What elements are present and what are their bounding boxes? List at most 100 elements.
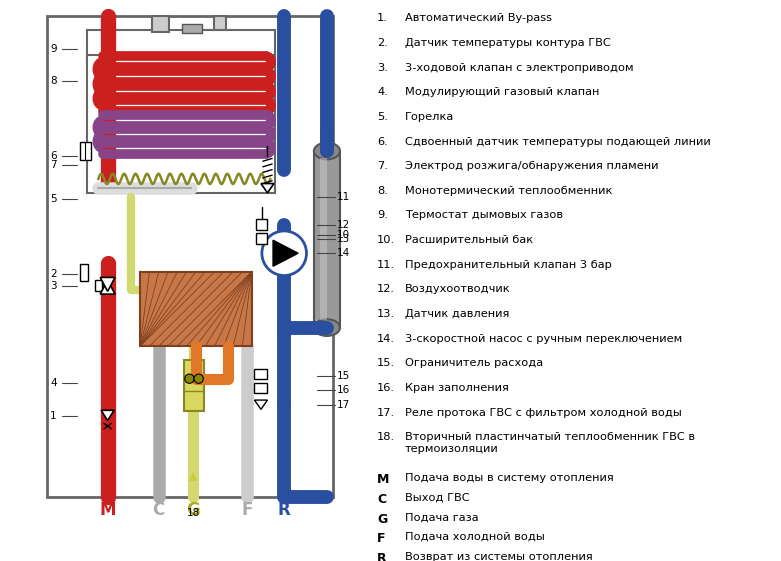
Text: Выход ГВС: Выход ГВС xyxy=(405,493,469,503)
Text: 7: 7 xyxy=(50,160,57,170)
Circle shape xyxy=(194,374,203,383)
Bar xyxy=(255,369,267,379)
Text: Автоматический By-pass: Автоматический By-pass xyxy=(405,13,552,24)
FancyArrow shape xyxy=(103,472,112,498)
Text: 6.: 6. xyxy=(377,137,388,146)
Text: Кран заполнения: Кран заполнения xyxy=(405,383,509,393)
Ellipse shape xyxy=(314,319,340,336)
Text: 5.: 5. xyxy=(377,112,388,122)
Text: 3: 3 xyxy=(50,280,57,291)
Text: 9: 9 xyxy=(50,44,57,54)
FancyArrow shape xyxy=(280,472,288,498)
Bar xyxy=(95,280,102,291)
Bar xyxy=(140,272,251,346)
Text: 10: 10 xyxy=(337,229,351,240)
Text: 3.: 3. xyxy=(377,63,388,73)
Text: 12.: 12. xyxy=(377,284,395,295)
Circle shape xyxy=(185,374,194,383)
Bar xyxy=(87,56,275,193)
Bar xyxy=(314,151,340,328)
Bar xyxy=(80,264,88,281)
Text: термоизоляции: термоизоляции xyxy=(405,444,499,454)
FancyArrow shape xyxy=(155,472,163,498)
Text: 3-ходовой клапан с электроприводом: 3-ходовой клапан с электроприводом xyxy=(405,63,633,73)
Text: M: M xyxy=(377,473,390,486)
Text: Ограничитель расхода: Ограничитель расхода xyxy=(405,358,543,368)
Bar xyxy=(98,183,191,193)
Text: 18: 18 xyxy=(187,508,200,518)
Text: 17: 17 xyxy=(337,400,351,410)
Text: 18.: 18. xyxy=(377,432,395,442)
Text: Расширительный бак: Расширительный бак xyxy=(405,235,533,245)
FancyArrow shape xyxy=(189,472,198,498)
Text: 6: 6 xyxy=(50,151,57,160)
Text: M: M xyxy=(99,501,116,519)
Text: 5: 5 xyxy=(50,194,57,204)
Bar xyxy=(256,219,267,230)
Bar xyxy=(80,142,91,160)
Text: Термостат дымовых газов: Термостат дымовых газов xyxy=(405,210,563,220)
Text: 16.: 16. xyxy=(377,383,395,393)
Text: 15: 15 xyxy=(337,371,351,381)
Bar xyxy=(47,16,333,496)
Text: 9.: 9. xyxy=(377,210,388,220)
Text: 16: 16 xyxy=(337,385,351,395)
Circle shape xyxy=(262,231,306,275)
Text: 1: 1 xyxy=(50,411,57,421)
Text: 2: 2 xyxy=(50,269,57,279)
Text: 13: 13 xyxy=(337,234,351,244)
Text: Горелка: Горелка xyxy=(405,112,455,122)
Bar xyxy=(152,16,169,32)
Text: 1.: 1. xyxy=(377,13,388,24)
Text: Предохранительный клапан 3 бар: Предохранительный клапан 3 бар xyxy=(405,260,612,270)
Text: Датчик давления: Датчик давления xyxy=(405,309,509,319)
Text: 14: 14 xyxy=(337,248,351,258)
Bar xyxy=(320,158,327,320)
Text: C: C xyxy=(377,493,387,506)
Text: 12: 12 xyxy=(337,220,351,231)
FancyArrow shape xyxy=(243,472,251,498)
Polygon shape xyxy=(100,277,115,291)
Text: Подача холодной воды: Подача холодной воды xyxy=(405,532,545,542)
Text: 8.: 8. xyxy=(377,186,388,196)
Polygon shape xyxy=(101,410,114,421)
Bar xyxy=(182,24,202,33)
Text: 8: 8 xyxy=(50,76,57,86)
Text: F: F xyxy=(377,532,386,545)
Text: 11: 11 xyxy=(337,192,351,203)
Text: R: R xyxy=(278,501,291,519)
Text: G: G xyxy=(377,513,387,526)
Polygon shape xyxy=(273,240,298,266)
Text: Электрод розжига/обнаружения пламени: Электрод розжига/обнаружения пламени xyxy=(405,161,658,171)
Bar xyxy=(215,16,226,30)
Text: 4: 4 xyxy=(50,378,57,388)
Text: C: C xyxy=(152,501,165,519)
Polygon shape xyxy=(255,400,267,410)
Text: 14.: 14. xyxy=(377,334,395,344)
Polygon shape xyxy=(100,280,115,294)
Ellipse shape xyxy=(314,142,340,159)
Text: 10.: 10. xyxy=(377,235,395,245)
Text: Реле протока ГВС с фильтром холодной воды: Реле протока ГВС с фильтром холодной вод… xyxy=(405,407,682,417)
Text: 11.: 11. xyxy=(377,260,395,270)
Text: Датчик температуры контура ГВС: Датчик температуры контура ГВС xyxy=(405,38,611,48)
Bar xyxy=(255,383,267,393)
Text: Монотермический теплообменник: Монотермический теплообменник xyxy=(405,186,612,196)
Text: R: R xyxy=(377,551,387,561)
Text: F: F xyxy=(241,501,253,519)
Text: Сдвоенный датчик температуры подающей линии: Сдвоенный датчик температуры подающей ли… xyxy=(405,137,711,146)
Text: 15.: 15. xyxy=(377,358,395,368)
Text: 3-скоростной насос с ручным переключением: 3-скоростной насос с ручным переключение… xyxy=(405,334,683,344)
Text: Подача газа: Подача газа xyxy=(405,513,479,522)
Polygon shape xyxy=(261,183,274,193)
Text: Воздухоотводчик: Воздухоотводчик xyxy=(405,284,511,295)
Text: 7.: 7. xyxy=(377,161,388,171)
Text: 4.: 4. xyxy=(377,88,388,98)
Text: 2.: 2. xyxy=(377,38,388,48)
Bar xyxy=(184,360,205,411)
Text: G: G xyxy=(186,501,200,519)
Text: 17.: 17. xyxy=(377,407,395,417)
Text: 13.: 13. xyxy=(377,309,395,319)
Text: Вторичный пластинчатый теплообменник ГВС в: Вторичный пластинчатый теплообменник ГВС… xyxy=(405,432,695,442)
Bar xyxy=(256,233,267,244)
